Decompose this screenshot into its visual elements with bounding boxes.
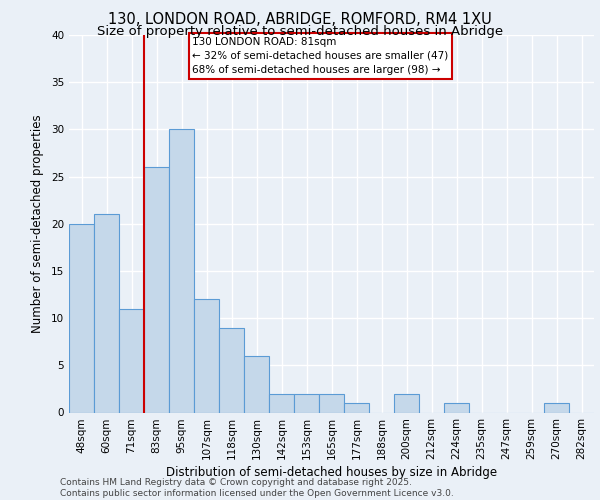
Bar [219, 328, 244, 412]
Text: Size of property relative to semi-detached houses in Abridge: Size of property relative to semi-detach… [97, 25, 503, 38]
Bar [194, 299, 219, 412]
Bar [319, 394, 344, 412]
Y-axis label: Number of semi-detached properties: Number of semi-detached properties [31, 114, 44, 333]
Bar [269, 394, 294, 412]
Bar [69, 224, 94, 412]
Bar [144, 167, 169, 412]
Bar [294, 394, 319, 412]
Bar [244, 356, 269, 412]
Text: 130 LONDON ROAD: 81sqm
← 32% of semi-detached houses are smaller (47)
68% of sem: 130 LONDON ROAD: 81sqm ← 32% of semi-det… [193, 37, 449, 75]
Bar [394, 394, 419, 412]
Bar [344, 403, 369, 412]
Bar [94, 214, 119, 412]
Bar [169, 130, 194, 412]
Bar [119, 308, 144, 412]
Text: 130, LONDON ROAD, ABRIDGE, ROMFORD, RM4 1XU: 130, LONDON ROAD, ABRIDGE, ROMFORD, RM4 … [108, 12, 492, 28]
Bar [444, 403, 469, 412]
Bar [544, 403, 569, 412]
Text: Contains HM Land Registry data © Crown copyright and database right 2025.
Contai: Contains HM Land Registry data © Crown c… [60, 478, 454, 498]
X-axis label: Distribution of semi-detached houses by size in Abridge: Distribution of semi-detached houses by … [166, 466, 497, 479]
